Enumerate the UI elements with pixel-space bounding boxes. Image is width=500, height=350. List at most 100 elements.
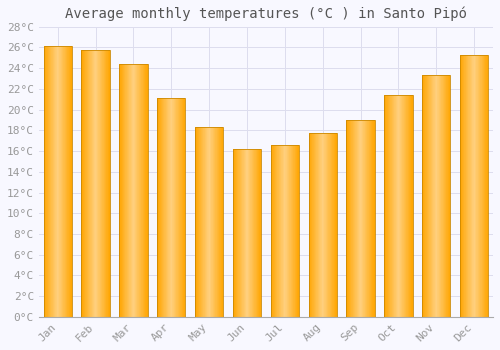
- Bar: [163, 98, 164, 317]
- Bar: [161, 98, 162, 317]
- Bar: [184, 98, 185, 317]
- Bar: [124, 64, 125, 317]
- Bar: [465, 55, 466, 317]
- Bar: [297, 145, 298, 317]
- Bar: [71, 47, 72, 317]
- Bar: [282, 145, 283, 317]
- Bar: [324, 133, 325, 317]
- Bar: [144, 64, 145, 317]
- Bar: [136, 64, 137, 317]
- Bar: [367, 120, 368, 317]
- Bar: [123, 64, 124, 317]
- Bar: [215, 127, 216, 317]
- Bar: [255, 149, 256, 317]
- Bar: [317, 133, 318, 317]
- Bar: [207, 127, 208, 317]
- Bar: [44, 47, 72, 317]
- Bar: [85, 50, 86, 317]
- Bar: [463, 55, 464, 317]
- Bar: [357, 120, 358, 317]
- Bar: [485, 55, 486, 317]
- Bar: [364, 120, 365, 317]
- Bar: [440, 76, 441, 317]
- Bar: [65, 47, 66, 317]
- Bar: [119, 64, 120, 317]
- Bar: [473, 55, 474, 317]
- Bar: [119, 64, 148, 317]
- Bar: [409, 95, 410, 317]
- Bar: [185, 98, 186, 317]
- Bar: [290, 145, 291, 317]
- Bar: [68, 47, 69, 317]
- Bar: [388, 95, 389, 317]
- Bar: [438, 76, 439, 317]
- Bar: [195, 127, 224, 317]
- Bar: [384, 95, 412, 317]
- Bar: [346, 120, 375, 317]
- Bar: [411, 95, 412, 317]
- Bar: [243, 149, 244, 317]
- Bar: [447, 76, 448, 317]
- Bar: [346, 120, 347, 317]
- Bar: [108, 50, 109, 317]
- Bar: [279, 145, 280, 317]
- Bar: [389, 95, 390, 317]
- Bar: [287, 145, 288, 317]
- Bar: [142, 64, 143, 317]
- Bar: [241, 149, 242, 317]
- Bar: [478, 55, 479, 317]
- Bar: [406, 95, 407, 317]
- Bar: [404, 95, 405, 317]
- Bar: [349, 120, 350, 317]
- Bar: [47, 47, 48, 317]
- Bar: [53, 47, 54, 317]
- Bar: [122, 64, 123, 317]
- Bar: [206, 127, 207, 317]
- Bar: [348, 120, 349, 317]
- Bar: [309, 133, 310, 317]
- Bar: [162, 98, 163, 317]
- Bar: [347, 120, 348, 317]
- Bar: [140, 64, 141, 317]
- Bar: [280, 145, 281, 317]
- Bar: [482, 55, 483, 317]
- Bar: [223, 127, 224, 317]
- Bar: [107, 50, 108, 317]
- Bar: [49, 47, 50, 317]
- Bar: [62, 47, 63, 317]
- Bar: [51, 47, 52, 317]
- Bar: [437, 76, 438, 317]
- Bar: [432, 76, 433, 317]
- Bar: [208, 127, 209, 317]
- Bar: [363, 120, 364, 317]
- Bar: [359, 120, 360, 317]
- Bar: [315, 133, 316, 317]
- Bar: [271, 145, 272, 317]
- Bar: [311, 133, 312, 317]
- Bar: [216, 127, 217, 317]
- Bar: [460, 55, 488, 317]
- Bar: [442, 76, 443, 317]
- Bar: [423, 76, 424, 317]
- Bar: [127, 64, 128, 317]
- Bar: [179, 98, 180, 317]
- Title: Average monthly temperatures (°C ) in Santo Pipó: Average monthly temperatures (°C ) in Sa…: [65, 7, 467, 21]
- Bar: [180, 98, 181, 317]
- Bar: [239, 149, 240, 317]
- Bar: [407, 95, 408, 317]
- Bar: [64, 47, 65, 317]
- Bar: [256, 149, 257, 317]
- Bar: [373, 120, 374, 317]
- Bar: [318, 133, 320, 317]
- Bar: [391, 95, 392, 317]
- Bar: [481, 55, 482, 317]
- Bar: [143, 64, 144, 317]
- Bar: [137, 64, 138, 317]
- Bar: [219, 127, 220, 317]
- Bar: [212, 127, 213, 317]
- Bar: [98, 50, 99, 317]
- Bar: [95, 50, 96, 317]
- Bar: [387, 95, 388, 317]
- Bar: [320, 133, 321, 317]
- Bar: [169, 98, 170, 317]
